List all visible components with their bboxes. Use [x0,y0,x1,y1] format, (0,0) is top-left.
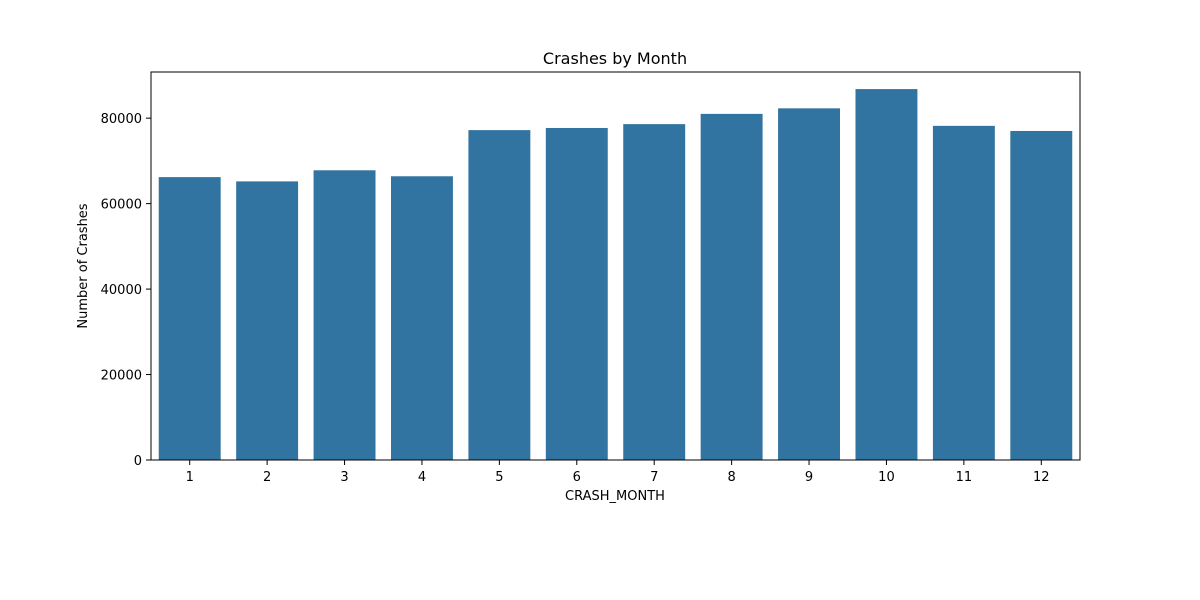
bar-month-11 [932,125,995,461]
x-tick-label: 6 [573,470,581,485]
y-tick-label: 60000 [101,198,142,213]
bar-month-7 [623,124,686,461]
bar-month-9 [778,108,841,460]
bars-group [158,89,1073,461]
bar-month-8 [700,113,763,461]
x-tick-label: 9 [805,470,813,485]
bar-month-12 [1010,130,1073,460]
bar-month-4 [390,176,453,460]
x-axis-title: CRASH_MONTH [565,489,665,504]
x-tick-label: 12 [1033,470,1050,485]
y-tick-label: 80000 [101,112,142,127]
x-tick-label: 5 [495,470,503,485]
y-axis: 0 20000 40000 60000 80000 [101,112,151,469]
x-tick-label: 10 [878,470,895,485]
chart-title: Crashes by Month [543,49,687,68]
plot-frame [150,71,1081,461]
y-axis-title: Number of Crashes [76,203,91,328]
bar-month-10 [855,89,918,460]
bar-month-6 [545,127,608,461]
x-tick-label: 11 [956,470,973,485]
x-tick-label: 3 [340,470,348,485]
x-tick-label: 1 [186,470,194,485]
x-tick-label: 2 [263,470,271,485]
y-tick-label: 40000 [101,283,142,298]
x-tick-label: 8 [727,470,735,485]
y-tick-label: 20000 [101,369,142,384]
x-axis: 1 2 3 4 5 6 7 8 9 10 11 12 [186,460,1050,485]
bar-month-1 [158,177,221,460]
bar-month-2 [236,181,299,460]
y-tick-label: 0 [134,454,142,469]
x-tick-label: 4 [418,470,426,485]
bar-month-3 [313,170,376,461]
x-tick-label: 7 [650,470,658,485]
bar-month-5 [468,130,531,460]
